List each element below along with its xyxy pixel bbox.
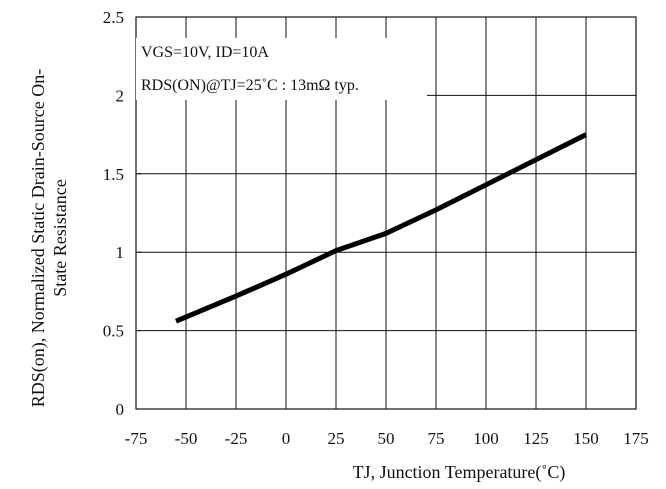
annotation-background [136, 38, 427, 100]
x-tick-label-10: 175 [623, 429, 649, 448]
series-line-0 [175, 132, 588, 324]
x-tick-label-3: 0 [282, 429, 291, 448]
tick-labels: -75 -50 -25 0 25 50 75 100 125 150 175 0 0.5 1 1.5 2 2.5 [103, 8, 649, 448]
y-tick-label-5: 2.5 [103, 8, 124, 27]
x-tick-label-1: -50 [175, 429, 198, 448]
data-series [174, 132, 588, 324]
series-point-0-3 [334, 248, 338, 252]
x-axis-title: TJ, Junction Temperature(˚C) [353, 462, 566, 483]
y-tick-label-2: 1 [116, 243, 125, 262]
x-tick-label-2: -25 [225, 429, 248, 448]
y-tick-label-1: 0.5 [103, 322, 124, 341]
series-point-0-0 [174, 319, 178, 323]
series-point-0-6 [484, 183, 488, 187]
series-point-0-5 [434, 208, 438, 212]
x-tick-label-6: 75 [428, 429, 445, 448]
y-tick-label-0: 0 [116, 400, 125, 419]
x-tick-label-0: -75 [125, 429, 148, 448]
y-axis-title-line-2: State Resistance [50, 179, 70, 296]
x-tick-label-4: 25 [328, 429, 345, 448]
y-tick-label-3: 1.5 [103, 165, 124, 184]
y-axis-title-group: RDS(on), Normalized Static Drain-Source … [28, 69, 70, 407]
annotation-line-2: RDS(ON)@TJ=25˚C : 13mΩ typ. [141, 77, 359, 94]
series-point-0-8 [584, 132, 588, 136]
series-point-0-4 [384, 231, 388, 235]
series-point-0-7 [534, 157, 538, 161]
annotation-line-1: VGS=10V, ID=10A [141, 44, 269, 61]
x-tick-label-5: 50 [378, 429, 395, 448]
x-tick-label-8: 125 [523, 429, 549, 448]
x-tick-label-7: 100 [473, 429, 499, 448]
x-tick-label-9: 150 [573, 429, 599, 448]
series-point-0-1 [234, 294, 238, 298]
series-point-0-2 [284, 272, 288, 276]
y-tick-label-4: 2 [116, 86, 125, 105]
y-axis-title-line-1: RDS(on), Normalized Static Drain-Source … [28, 69, 49, 407]
plot-frame [135, 16, 637, 410]
